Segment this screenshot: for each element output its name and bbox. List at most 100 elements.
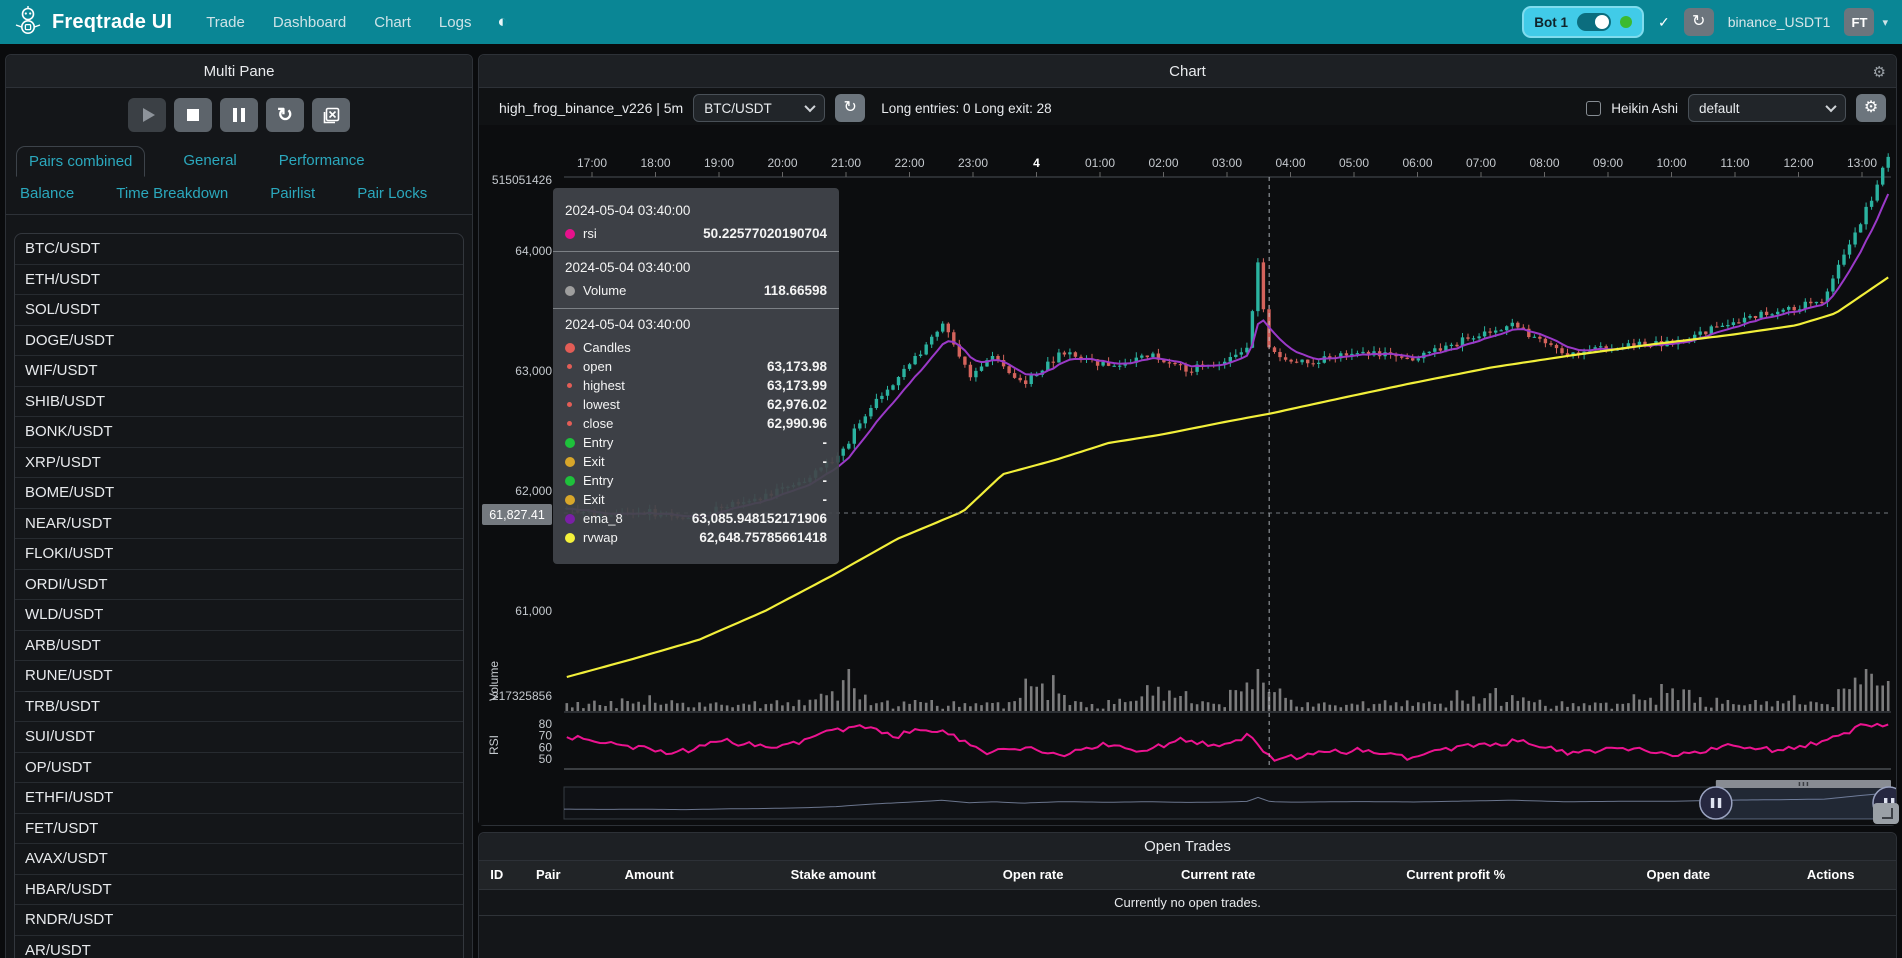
pair-list-item[interactable]: DOGE/USDT — [15, 326, 463, 356]
chevron-down-icon — [1825, 100, 1837, 113]
tooltip-section: 2024-05-04 03:40:00 Volume 118.66598 — [553, 251, 839, 308]
nav-link-trade[interactable]: Trade — [206, 13, 245, 31]
series-dot — [565, 285, 575, 296]
time-axis-label: 05:00 — [1339, 156, 1369, 170]
panel-resize-handle[interactable] — [1873, 803, 1899, 824]
exchange-label: binance_USDT1 — [1727, 14, 1831, 30]
series-dot — [567, 364, 572, 369]
tooltip-row-highest: highest 63,173.99 — [565, 376, 827, 395]
datazoom-window[interactable] — [1715, 786, 1892, 820]
series-dot — [565, 456, 575, 467]
tooltip-row-open: open 63,173.98 — [565, 357, 827, 376]
pair-list-item[interactable]: ETH/USDT — [15, 265, 463, 295]
pair-list-item[interactable]: SHIB/USDT — [15, 387, 463, 417]
tooltip-row-candles: Candles — [565, 338, 827, 357]
tooltip-row-rvwap: rvwap 62,648.75785661418 — [565, 528, 827, 547]
pair-list-item[interactable]: FLOKI/USDT — [15, 539, 463, 570]
theme-toggle-icon[interactable]: ◐ — [497, 12, 508, 31]
pair-list-item[interactable]: BOME/USDT — [15, 478, 463, 509]
tab-pairlist[interactable]: Pairlist — [270, 185, 316, 202]
bot-online-indicator — [1620, 16, 1632, 28]
series-dot — [565, 494, 575, 505]
column-header-open-date: Open date — [1591, 861, 1766, 890]
column-header-stake-amount: Stake amount — [716, 861, 950, 890]
plot-settings-button[interactable]: ⚙ — [1856, 94, 1886, 122]
bot-controls: ↻ — [6, 98, 472, 132]
check-icon[interactable]: ✓ — [1658, 13, 1670, 30]
pair-list-item[interactable]: AR/USDT — [15, 936, 463, 958]
clear-layout-button[interactable] — [312, 98, 350, 132]
pair-list-item[interactable]: BTC/USDT — [15, 234, 463, 265]
pair-list-item[interactable]: AVAX/USDT — [15, 844, 463, 875]
pair-list-item[interactable]: HBAR/USDT — [15, 875, 463, 905]
tab-balance[interactable]: Balance — [20, 185, 75, 202]
pair-list-item[interactable]: RNDR/USDT — [15, 905, 463, 936]
tooltip-series-value: 63,085.948152171906 — [691, 511, 827, 526]
chevron-down-icon[interactable]: ▾ — [1882, 16, 1888, 29]
bot-toggle[interactable] — [1577, 13, 1611, 31]
refresh-chart-button[interactable]: ↻ — [835, 94, 866, 122]
pair-list-item[interactable]: FET/USDT — [15, 814, 463, 844]
series-dot — [565, 513, 575, 524]
tooltip-series-label: rvwap — [583, 530, 618, 545]
tab-general[interactable]: General — [183, 152, 237, 169]
nav-link-logs[interactable]: Logs — [438, 13, 472, 31]
pair-list-item[interactable]: WLD/USDT — [15, 600, 463, 631]
pair-list-item[interactable]: ETHFI/USDT — [15, 783, 463, 814]
nav-link-chart[interactable]: Chart — [374, 13, 411, 31]
tooltip-series-value: 118.66598 — [763, 283, 827, 298]
avatar[interactable]: FT — [1844, 8, 1875, 36]
time-axis-label: 23:00 — [958, 156, 988, 170]
pair-list-item[interactable]: XRP/USDT — [15, 448, 463, 478]
datazoom-track[interactable] — [563, 786, 1892, 820]
no-trades-message: Currently no open trades. — [479, 890, 1896, 916]
pair-list-item[interactable]: ARB/USDT — [15, 631, 463, 661]
datazoom-minimap-line — [564, 791, 1892, 811]
time-axis-label: 20:00 — [767, 156, 797, 170]
tooltip-row-close: close 62,990.96 — [565, 414, 827, 433]
tooltip-row-exit: Exit - — [565, 452, 827, 471]
time-axis-label: 02:00 — [1148, 156, 1178, 170]
pair-list-item[interactable]: TRB/USDT — [15, 692, 463, 722]
pair-list-item[interactable]: SUI/USDT — [15, 722, 463, 753]
multi-pane-panel: Multi Pane ↻ Pairs combined General Perfor… — [5, 54, 473, 958]
tooltip-series-label: Entry — [583, 473, 614, 488]
pair-list-item[interactable]: ORDI/USDT — [15, 570, 463, 600]
datazoom-left-handle[interactable] — [1699, 786, 1733, 820]
stop-bot-button[interactable] — [174, 98, 212, 132]
pause-bot-button[interactable] — [220, 98, 258, 132]
open-trades-table: ID Pair Amount Stake amount Open rate Current… — [479, 861, 1896, 890]
pair-list-item[interactable]: RUNE/USDT — [15, 661, 463, 692]
tooltip-series-label: highest — [583, 378, 625, 393]
tab-pairs-combined[interactable]: Pairs combined — [16, 146, 146, 177]
pair-list-item[interactable]: SOL/USDT — [15, 295, 463, 326]
pair-list-item[interactable]: OP/USDT — [15, 753, 463, 783]
reload-bot-button[interactable]: ↻ — [1683, 8, 1714, 36]
start-bot-button[interactable] — [128, 98, 166, 132]
bot-selector[interactable]: Bot 1 — [1522, 6, 1644, 38]
app-title[interactable]: Freqtrade UI — [52, 10, 173, 33]
pair-select[interactable]: BTC/USDT — [693, 94, 826, 122]
nav-links: Trade Dashboard Chart Logs — [206, 14, 471, 31]
tab-performance[interactable]: Performance — [278, 152, 365, 169]
nav-link-dashboard[interactable]: Dashboard — [272, 13, 347, 31]
pair-list-item[interactable]: BONK/USDT — [15, 417, 463, 448]
volume-axis-label: 217325856 — [492, 689, 552, 703]
heikin-ashi-checkbox[interactable] — [1586, 100, 1602, 116]
pair-list-item[interactable]: NEAR/USDT — [15, 509, 463, 539]
tab-time-breakdown[interactable]: Time Breakdown — [116, 185, 229, 202]
refresh-icon: ↻ — [277, 104, 293, 126]
tab-pair-locks[interactable]: Pair Locks — [357, 185, 428, 202]
tooltip-series-value: - — [822, 492, 828, 507]
chart-header-gear-icon[interactable]: ⚙ — [1872, 64, 1886, 81]
reload-config-button[interactable]: ↻ — [266, 98, 304, 132]
column-header-amount: Amount — [581, 861, 717, 890]
plot-config-select[interactable]: default — [1688, 94, 1846, 122]
series-dot — [565, 342, 575, 353]
chevron-down-icon — [804, 100, 816, 113]
freqtrade-logo-icon[interactable] — [14, 5, 42, 40]
pair-list-item[interactable]: WIF/USDT — [15, 356, 463, 387]
price-axis-label: 61,000 — [515, 604, 552, 618]
open-trades-panel: Open Trades ID Pair Amount Stake amount Open… — [478, 832, 1897, 958]
